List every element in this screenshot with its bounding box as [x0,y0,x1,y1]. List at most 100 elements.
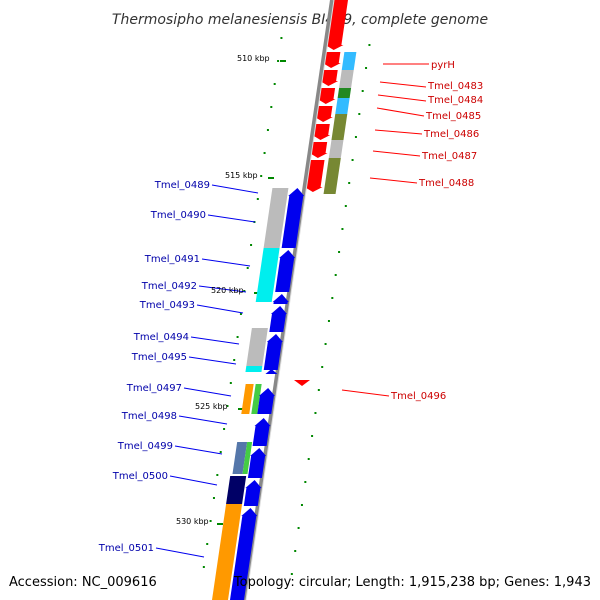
forward-gene-body [306,160,325,187]
forward-gene-body [319,88,336,99]
leader-left [201,258,251,267]
scale-label-510: 510 kbp [237,54,270,63]
feature-band-right [341,52,357,70]
forward-gene-body [316,106,333,117]
leader-left [211,184,259,194]
gene-label-tmel-0499[interactable]: Tmel_0499 [117,441,173,452]
reverse-gene-body [281,196,304,248]
gene-label-tmel-0497[interactable]: Tmel_0497 [126,383,182,394]
gene-label-tmel-0496[interactable]: Tmel_0496 [390,391,446,402]
feature-band-left [212,504,243,600]
scale-label-515: 515 kbp [225,171,258,180]
feature-band-left [251,384,262,414]
forward-gene-tip [320,81,339,86]
reverse-gene-body [273,302,288,304]
forward-gene-body [322,70,338,81]
forward-gene-tip [304,187,323,192]
gene-features [212,0,357,600]
reverse-gene-tip [254,418,271,426]
forward-gene-small [294,380,310,386]
reverse-gene-tip [266,334,283,342]
reverse-gene-body [230,516,257,600]
feature-band-left [232,442,248,474]
gene-label-tmel-0487[interactable]: Tmel_0487 [421,151,477,162]
leader-right [369,177,418,184]
leader-left [178,415,228,425]
reverse-gene-body [275,258,295,292]
gene-label-tmel-0494[interactable]: Tmel_0494 [133,332,189,343]
gene-label-tmel-0483[interactable]: Tmel_0483 [427,81,483,92]
reverse-gene-tip [250,448,267,456]
reverse-gene-body [247,456,266,478]
gene-label-tmel-0498[interactable]: Tmel_0498 [121,411,177,422]
leader-left [190,336,240,345]
gene-label-tmel-0484[interactable]: Tmel_0484 [427,95,483,106]
gene-label-tmel-0493[interactable]: Tmel_0493 [139,300,195,311]
forward-gene-tip [312,135,331,140]
leader-right [376,107,425,117]
reverse-gene-tip [258,388,275,396]
reverse-gene-body [263,342,282,370]
reverse-gene-tip [279,250,296,258]
gene-labels-left: Tmel_0489 Tmel_0490 Tmel_0491 Tmel_0492 … [98,180,210,554]
feature-band-right [331,114,348,140]
leader-left [169,475,218,486]
gene-label-tmel-0492[interactable]: Tmel_0492 [141,281,197,292]
feature-band-left [263,188,289,248]
gene-label-tmel-0488[interactable]: Tmel_0488 [418,178,474,189]
feature-band-left [246,328,268,366]
reverse-gene-body [252,426,270,446]
leader-right [379,81,427,88]
reverse-gene-tip [245,480,262,488]
feature-band-left [242,442,253,474]
leader-left [207,214,256,223]
leader-left [155,547,205,558]
leader-left [196,304,244,314]
gene-label-tmel-0485[interactable]: Tmel_0485 [425,111,481,122]
forward-gene-body [314,124,330,135]
reverse-gene-small [265,369,278,374]
feature-band-left [241,384,254,414]
feature-band-right [335,98,350,114]
tick-marks [202,37,371,575]
forward-gene-body [311,142,328,153]
gene-label-tmel-0500[interactable]: Tmel_0500 [112,471,168,482]
reverse-gene-tip [272,294,289,302]
scale-label-530: 530 kbp [176,517,209,526]
forward-gene-tip [314,117,333,122]
gene-label-tmel-0491[interactable]: Tmel_0491 [144,254,200,265]
gene-arrows [230,188,310,600]
feature-band-right [323,158,341,194]
leader-left [188,356,237,365]
topology-text: Topology: circular; Length: 1,915,238 bp… [233,575,591,590]
gene-labels-right: pyrH Tmel_0483 Tmel_0484 Tmel_0485 Tmel_… [390,60,483,402]
feature-band-right [328,140,344,158]
scale-label-525: 525 kbp [195,402,228,411]
reverse-gene-tip [270,306,287,314]
gene-label-tmel-0495[interactable]: Tmel_0495 [131,352,187,363]
forward-gene-tip [309,153,328,158]
leader-right [341,389,390,397]
accession-text: Accession: NC_009616 [9,575,157,590]
gene-label-tmel-0490[interactable]: Tmel_0490 [150,210,206,221]
leader-right [374,129,423,135]
backbone-highlight [245,0,335,600]
leader-left [174,445,223,455]
scale-labels: 510 kbp 515 kbp 520 kbp 525 kbp 530 kbp [176,54,270,526]
gene-label-tmel-0489[interactable]: Tmel_0489 [154,180,210,191]
leader-left [183,387,232,397]
feature-band-left [255,248,280,302]
leader-left [198,285,247,293]
gene-label-tmel-0486[interactable]: Tmel_0486 [423,129,479,140]
leader-right [377,94,427,102]
scale-label-520: 520 kbp [211,286,244,295]
reverse-gene-body [257,396,274,414]
leader-right [372,150,421,157]
label-leaders [155,63,429,558]
reverse-gene-body [243,488,261,506]
gene-label-tmel-0501[interactable]: Tmel_0501 [98,543,154,554]
feature-band-left [245,366,263,372]
feature-band-left [226,476,247,504]
gene-label-pyrh[interactable]: pyrH [431,60,455,71]
